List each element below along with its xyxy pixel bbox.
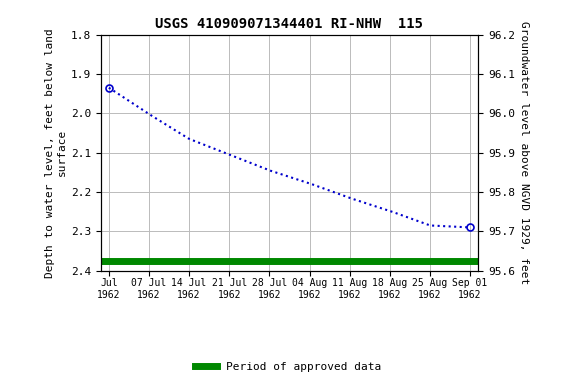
Y-axis label: Depth to water level, feet below land
surface: Depth to water level, feet below land su… — [45, 28, 67, 278]
Y-axis label: Groundwater level above NGVD 1929, feet: Groundwater level above NGVD 1929, feet — [519, 21, 529, 284]
Legend: Period of approved data: Period of approved data — [191, 358, 385, 377]
Title: USGS 410909071344401 RI-NHW  115: USGS 410909071344401 RI-NHW 115 — [156, 17, 423, 31]
